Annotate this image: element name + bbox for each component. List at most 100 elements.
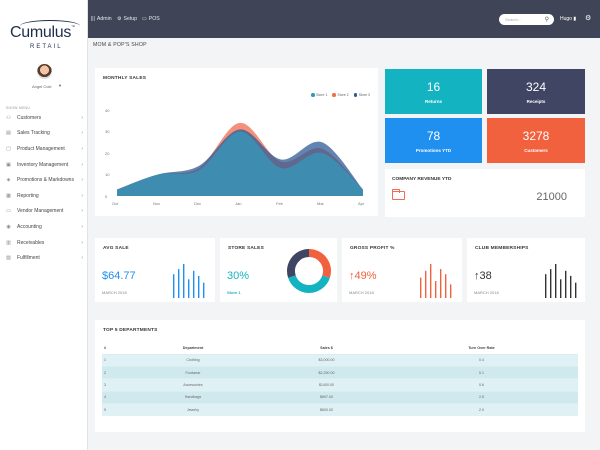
table-cell: 2.9 bbox=[385, 403, 578, 416]
store-sales-donut[interactable] bbox=[284, 246, 334, 296]
spark-bar bbox=[435, 281, 437, 298]
search-box[interactable]: Search... ⚲ bbox=[499, 14, 554, 25]
club-sparkbars bbox=[545, 264, 577, 298]
chart-legend: Store 1 Store 2 Store 3 bbox=[311, 93, 370, 97]
topnav-admin[interactable]: ||| Admin bbox=[91, 16, 112, 22]
returns-tile[interactable]: 16 Returns bbox=[385, 69, 482, 114]
avg-sale-card: AVG SALE $64.77 MARCH 2018 bbox=[95, 238, 215, 302]
clipboard-icon: ▣ bbox=[6, 161, 11, 168]
legend-label: Store 2 bbox=[337, 93, 349, 97]
x-tick-label: Oct bbox=[112, 201, 119, 206]
search-icon[interactable]: ⚲ bbox=[544, 16, 549, 23]
table-cell: $1400.00 bbox=[267, 378, 386, 392]
table-header-cell[interactable]: Department bbox=[182, 345, 204, 350]
user-menu[interactable]: Hugo ▮ bbox=[560, 16, 577, 22]
avatar[interactable] bbox=[37, 64, 52, 79]
donut-slice[interactable] bbox=[288, 275, 330, 293]
legend-swatch bbox=[311, 93, 315, 97]
club-date: MARCH 2018 bbox=[474, 290, 499, 295]
table-row[interactable]: 3 Accessories $1400.00 0.6 bbox=[102, 378, 578, 392]
table-row[interactable]: 5 Jewelry $600.00 2.9 bbox=[102, 403, 578, 416]
sidebar-item-label: Accounting bbox=[17, 223, 42, 230]
spark-bar bbox=[450, 284, 452, 298]
sidebar-item-label: Inventory Management bbox=[17, 161, 69, 168]
x-tick-label: Nov bbox=[153, 201, 161, 206]
table-header-cell[interactable]: Sales $ bbox=[320, 345, 333, 350]
returns-value: 16 bbox=[426, 80, 441, 94]
sidebar-item-label: Promotions & Markdowns bbox=[17, 177, 74, 184]
sidebar-item-receivables[interactable]: ▥ Receivables › bbox=[0, 235, 88, 251]
report-icon: ▦ bbox=[6, 192, 11, 199]
sidebar-item-reporting[interactable]: ▦ Reporting › bbox=[0, 188, 88, 204]
store-sales-card: STORE SALES 30% Store 1 bbox=[220, 238, 337, 302]
table-row[interactable]: 4 Handbags $697.00 2.5 bbox=[102, 390, 578, 404]
sidebar-item-inventory-management[interactable]: ▣ Inventory Management › bbox=[0, 157, 88, 173]
spark-bar bbox=[445, 274, 447, 298]
table-header-cell[interactable]: Turn Over Rate bbox=[468, 345, 495, 350]
spark-bar bbox=[570, 275, 572, 298]
revenue-value: 21000 bbox=[536, 191, 567, 203]
folder-icon bbox=[392, 189, 405, 200]
search-input[interactable]: Search... bbox=[505, 16, 522, 22]
spark-bar bbox=[560, 279, 562, 298]
store-sales-store[interactable]: Store 1 bbox=[227, 290, 241, 295]
truck-icon: ▭ bbox=[6, 208, 11, 215]
returns-label: Returns bbox=[424, 99, 442, 104]
avg-sale-title: AVG SALE bbox=[103, 246, 129, 251]
spark-bar bbox=[440, 269, 442, 298]
table-cell: 4 bbox=[102, 390, 118, 404]
sidebar-item-product-management[interactable]: ▢ Product Management › bbox=[0, 141, 88, 157]
users-icon: ⚇ bbox=[6, 114, 11, 121]
menu-header[interactable]: SHOW MENU bbox=[6, 106, 30, 110]
departments-card: TOP 5 DEPARTMENTS # Department Sales $ Turn… bbox=[95, 320, 585, 432]
avg-sale-sparkbars bbox=[173, 264, 205, 298]
legend-item[interactable]: Store 3 bbox=[353, 93, 370, 97]
donut-slice[interactable] bbox=[287, 249, 310, 278]
table-cell: $2,250.00 bbox=[267, 365, 386, 379]
customers-tile[interactable]: 3278 Customers bbox=[487, 118, 585, 163]
calculator-icon: ◉ bbox=[6, 223, 11, 230]
promotions-value: 78 bbox=[426, 129, 441, 143]
table-cell: 1 bbox=[102, 353, 118, 367]
tag-icon: ◈ bbox=[6, 177, 11, 184]
legend-swatch bbox=[353, 93, 358, 97]
user-name[interactable]: Angel Cole bbox=[32, 84, 52, 89]
brand-logo[interactable]: Cumulus™ RETAIL bbox=[6, 14, 82, 50]
monthly-sales-chart[interactable] bbox=[95, 68, 378, 216]
sidebar-item-label: Product Management bbox=[17, 145, 65, 152]
legend-item[interactable]: Store 1 bbox=[311, 93, 327, 97]
table-cell: Clothing bbox=[118, 353, 268, 367]
series-area-1[interactable] bbox=[117, 131, 363, 196]
topnav-pos[interactable]: ▭ POS bbox=[142, 16, 160, 22]
table-cell: 0.4 bbox=[385, 353, 578, 367]
y-tick-label: 0 bbox=[105, 193, 108, 199]
spark-bar bbox=[565, 270, 567, 298]
topnav-setup[interactable]: ⚙ Setup bbox=[117, 16, 137, 22]
promotions-tile[interactable]: 78 Promotions YTD bbox=[385, 118, 482, 163]
donut-slice[interactable] bbox=[308, 249, 331, 278]
settings-gear-icon[interactable]: ⚙ bbox=[585, 15, 592, 22]
spark-bar bbox=[193, 270, 195, 298]
y-tick-label: 30 bbox=[105, 129, 110, 134]
user-caret-icon[interactable]: ▼ bbox=[58, 83, 62, 88]
sidebar-item-promotions-markdowns[interactable]: ◈ Promotions & Markdowns › bbox=[0, 172, 88, 188]
table-row[interactable]: 2 Footwear $2,250.00 0.1 bbox=[102, 365, 578, 379]
table-header-cell[interactable]: # bbox=[104, 345, 107, 350]
sidebar-item-customers[interactable]: ⚇ Customers › bbox=[0, 110, 88, 126]
table-cell: Jewelry bbox=[118, 403, 268, 416]
sidebar-item-sales-tracking[interactable]: ▤ Sales Tracking › bbox=[0, 126, 88, 142]
sidebar-item-accounting[interactable]: ◉ Accounting › bbox=[0, 219, 88, 235]
table-row[interactable]: 1 Clothing $3,000.00 0.4 bbox=[102, 353, 578, 367]
store-sales-title: STORE SALES bbox=[228, 246, 264, 251]
table-cell: Footwear bbox=[118, 365, 268, 379]
spark-bar bbox=[555, 264, 557, 298]
sidebar-item-fulfillment[interactable]: ▧ Fulfillment › bbox=[0, 250, 88, 266]
chart-icon: ▤ bbox=[6, 130, 11, 137]
table-cell: Handbags bbox=[118, 390, 268, 404]
legend-item[interactable]: Store 2 bbox=[332, 93, 349, 97]
departments-title: TOP 5 DEPARTMENTS bbox=[103, 328, 158, 333]
revenue-card: COMPANY REVENUE YTD 21000 bbox=[385, 169, 585, 217]
sidebar-item-vendor-management[interactable]: ▭ Vendor Management › bbox=[0, 204, 88, 220]
receipts-tile[interactable]: 324 Receipts bbox=[487, 69, 585, 114]
chevron-right-icon: › bbox=[81, 145, 83, 152]
